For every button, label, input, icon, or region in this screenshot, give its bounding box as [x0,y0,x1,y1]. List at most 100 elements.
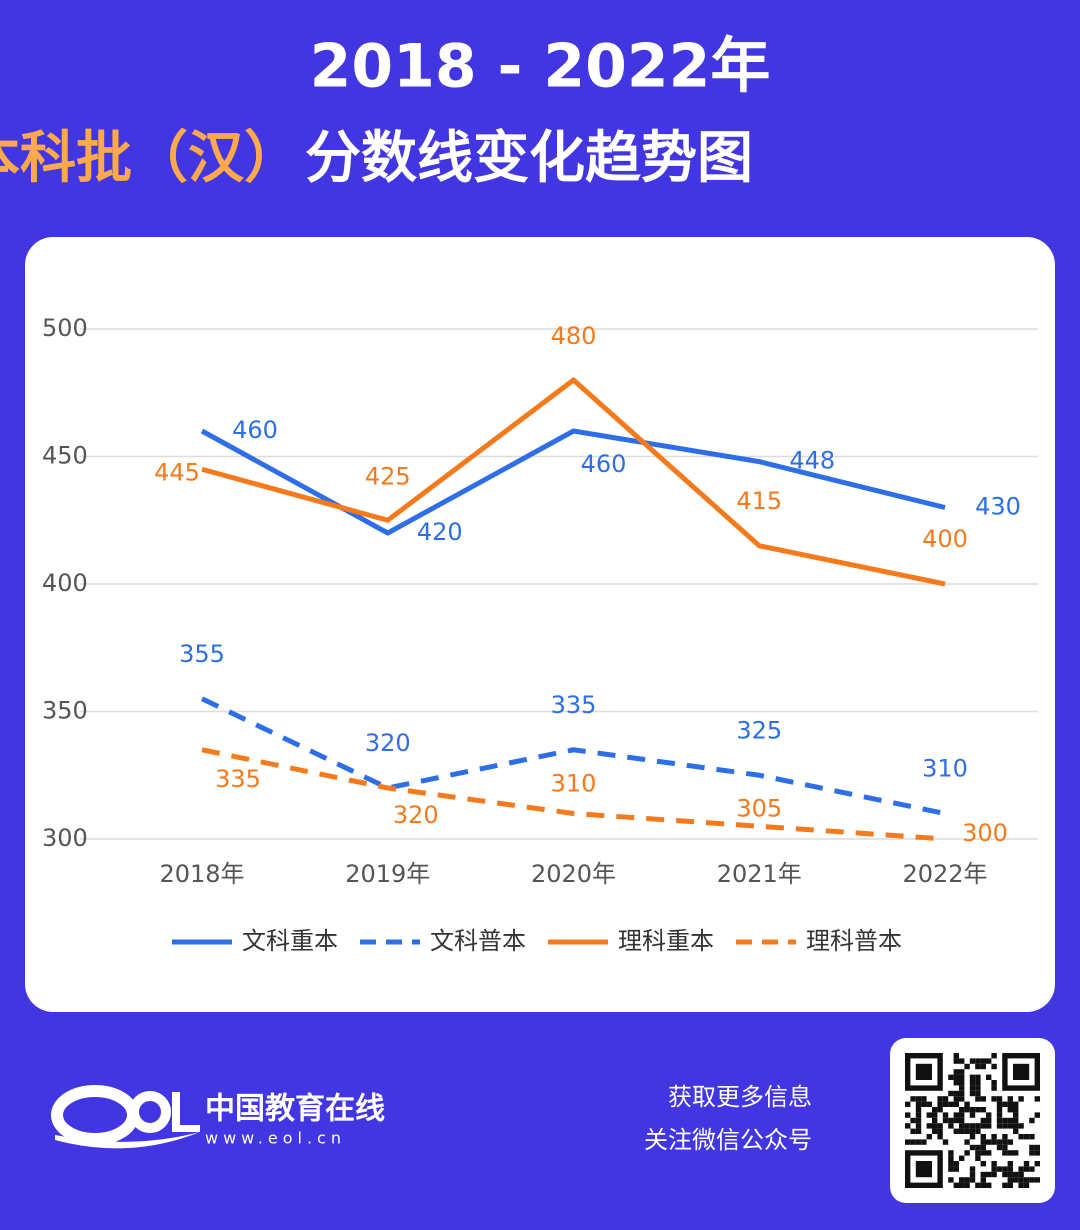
qr-module [959,1074,965,1080]
qr-module [959,1182,965,1188]
qr-module [942,1101,949,1107]
qr-module [926,1101,932,1107]
qr-module [921,1101,927,1107]
qr-module [959,1112,965,1118]
qr-module [975,1090,981,1097]
qr-module [915,1128,922,1134]
qr-module [915,1101,922,1107]
qr-module [975,1063,981,1070]
qr-module [969,1171,976,1178]
qr-module [959,1080,965,1086]
qr-module [980,1134,986,1140]
qr-module [975,1123,981,1129]
qr-module [910,1139,916,1145]
qr-module [948,1123,954,1129]
qr-module [953,1090,959,1097]
qr-finder [915,1161,932,1178]
qr-module [1029,1150,1035,1156]
qr-module [948,1150,954,1156]
footer-line: 获取更多信息 [668,1083,812,1111]
qr-module [996,1144,1003,1151]
qr-module [1002,1117,1008,1124]
qr-module [1023,1182,1030,1188]
qr-module [910,1117,916,1124]
qr-module [980,1139,986,1145]
qr-module [969,1177,976,1183]
qr-module [980,1177,986,1183]
title: 2018 - 2022年 [310,32,771,102]
qr-module [969,1107,976,1113]
qr-module [953,1096,959,1102]
qr-module [953,1080,959,1086]
qr-module [991,1139,997,1145]
qr-module [921,1096,927,1102]
qr-code [905,1053,1040,1188]
qr-module [953,1117,959,1124]
qr-module [937,1107,943,1113]
logo [51,1085,200,1149]
qr-module [1002,1166,1008,1172]
brand-url: www.eol.cn [205,1129,346,1148]
qr-module [969,1080,976,1086]
qr-module [959,1155,965,1161]
qr-module [1007,1123,1013,1129]
value-label: 445 [154,458,200,486]
qr-module [1007,1096,1013,1102]
qr-module [964,1101,970,1107]
qr-module [948,1161,954,1167]
x-tick-label: 2019年 [345,860,430,888]
qr-module [937,1123,943,1129]
value-label: 300 [962,819,1008,847]
qr-module [1013,1177,1019,1183]
value-label: 320 [365,729,411,757]
x-tick-label: 2020年 [531,860,616,888]
qr-module [953,1182,959,1188]
logo-l [172,1092,200,1132]
qr-module [975,1182,981,1188]
qr-module [996,1107,1003,1113]
qr-module [915,1117,922,1124]
qr-module [915,1123,922,1129]
qr-module [991,1166,997,1172]
qr-module [986,1139,992,1145]
qr-module [996,1166,1003,1172]
qr-module [986,1123,992,1129]
qr-module [1013,1117,1019,1124]
qr-module [986,1117,992,1124]
qr-module [1007,1101,1013,1107]
qr-module [964,1063,970,1070]
qr-module [953,1166,959,1172]
logo-e [51,1085,139,1145]
qr-module [975,1074,981,1080]
qr-module [1034,1112,1040,1118]
qr-module [953,1128,959,1134]
qr-module [1007,1171,1013,1178]
qr-module [996,1101,1003,1107]
chart-card [25,237,1055,1012]
qr-module [996,1096,1003,1102]
qr-module [905,1101,911,1107]
qr-module [948,1177,954,1183]
qr-module [1013,1150,1019,1156]
qr-module [926,1134,932,1140]
qr-module [986,1112,992,1118]
qr-module [1002,1144,1008,1151]
qr-module [1002,1139,1008,1145]
qr-module [1007,1161,1013,1167]
value-label: 460 [581,450,627,478]
qr-module [948,1166,954,1172]
qr-module [942,1096,949,1102]
qr-module [1013,1101,1019,1107]
qr-module [959,1117,965,1124]
qr-module [959,1123,965,1129]
qr-module [1002,1171,1008,1178]
qr-module [905,1123,911,1129]
qr-module [1023,1134,1030,1140]
qr-module [1034,1096,1040,1102]
qr-module [991,1134,997,1140]
qr-module [1007,1139,1013,1145]
legend-label: 理科普本 [806,927,902,955]
qr-module [1007,1177,1013,1183]
value-label: 305 [736,794,782,822]
